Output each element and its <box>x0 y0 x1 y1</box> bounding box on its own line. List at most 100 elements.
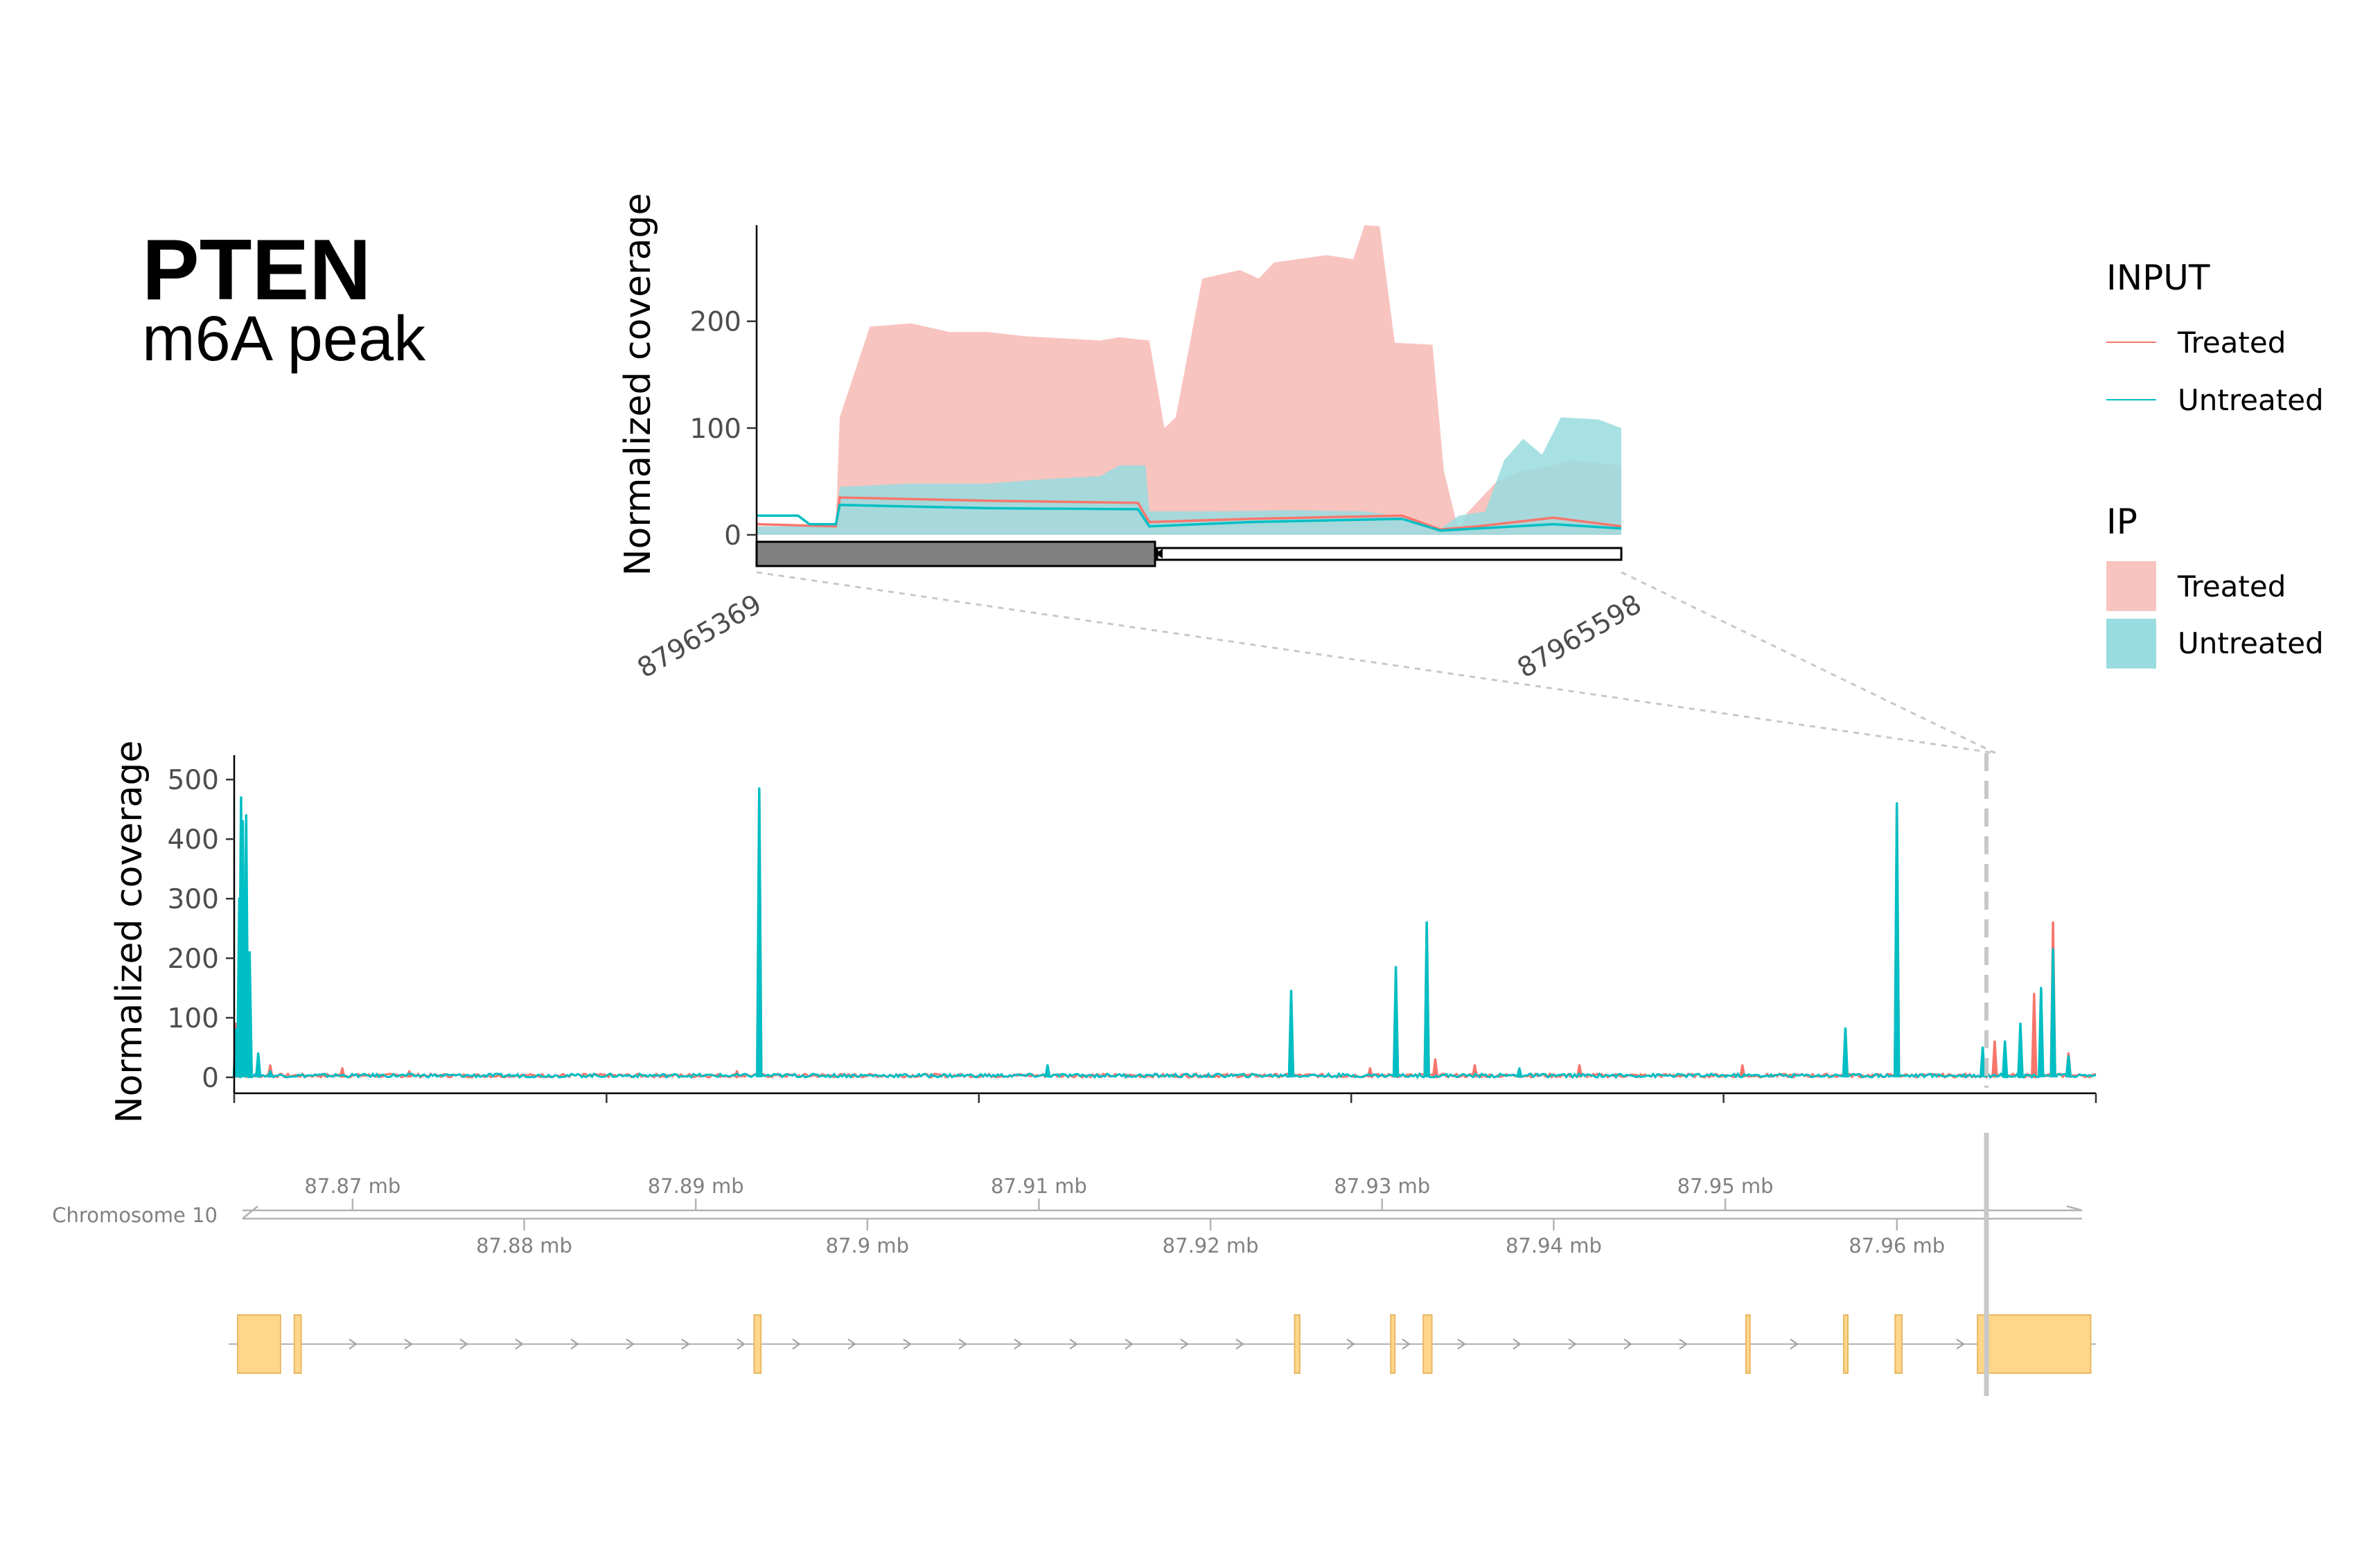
overview-y-ticks: 0 100 200 300 400 500 <box>168 765 234 1094</box>
gene-exons <box>237 1314 2092 1374</box>
overview-peak-untreated <box>1979 1046 1986 1078</box>
legend-input-treated-label: Treated <box>2177 326 2286 360</box>
zoom-connector-left <box>756 571 1996 754</box>
zoom-x-tick-end: 87965598 <box>1513 589 1647 685</box>
gene-exon <box>1294 1314 1301 1374</box>
overview-peak-treated <box>1991 1040 1998 1078</box>
genome-axis-track: Chromosome 10 87.87 mb 87.89 mb 87.91 mb 87… <box>52 1174 2083 1257</box>
genome-tick-label-top: 87.93 mb <box>1334 1174 1430 1198</box>
zoom-input-line-treated <box>756 496 1622 531</box>
intron-arrow <box>404 1339 413 1350</box>
intron-arrow <box>515 1339 524 1350</box>
gene-model-track <box>229 1133 2096 1396</box>
zoom-input-lines <box>756 496 1622 532</box>
intron-arrow <box>1125 1339 1134 1350</box>
overview-peak-untreated <box>1516 1067 1523 1078</box>
legend-ip-untreated-swatch <box>2106 619 2156 669</box>
gene-exon <box>1745 1314 1751 1374</box>
intron-arrow <box>1513 1339 1522 1350</box>
intron-arrow <box>1235 1339 1244 1350</box>
zoom-y-tick-label: 0 <box>724 520 741 551</box>
legend-ip-title: IP <box>2106 502 2137 542</box>
genome-tick-label-bottom: 87.88 mb <box>476 1234 572 1257</box>
genome-tick-label-top: 87.87 mb <box>304 1174 400 1198</box>
legend-input-untreated-label: Untreated <box>2178 383 2324 417</box>
zoom-y-tick-label: 200 <box>690 307 741 338</box>
zoom-strand-arrow <box>1155 549 1163 558</box>
overview-peak-untreated <box>2050 948 2056 1078</box>
intron-arrow <box>1568 1339 1577 1350</box>
overview-peak-untreated <box>2038 987 2045 1078</box>
overview-y-tick-label: 200 <box>168 944 219 975</box>
overview-peak-untreated <box>1392 966 1400 1078</box>
zoom-ip-areas <box>757 225 1621 535</box>
legend-ip-treated-swatch <box>2106 561 2156 611</box>
overview-peak-treated <box>1431 1058 1439 1078</box>
legend: INPUT Treated Untreated IP Treated Untre… <box>2106 258 2324 669</box>
genome-tick-label-bottom: 87.96 mb <box>1849 1234 1945 1257</box>
overview-y-tick-label: 100 <box>168 1003 219 1034</box>
gene-exon <box>753 1314 762 1374</box>
intron-arrow <box>1956 1339 1965 1350</box>
intron-arrow <box>681 1339 690 1350</box>
genome-tick-label-top: 87.95 mb <box>1677 1174 1774 1198</box>
overview-peak-untreated <box>756 787 763 1078</box>
overview-peak-untreated <box>1044 1064 1051 1078</box>
intron-arrow <box>1014 1339 1023 1350</box>
intron-arrow <box>792 1339 801 1350</box>
zoom-utr-block <box>1156 547 1623 561</box>
overview-peak-untreated <box>2065 1055 2072 1078</box>
legend-ip-untreated-label: Untreated <box>2178 626 2324 660</box>
zoom-y-label: Normalized coverage <box>617 193 659 576</box>
zoom-y-ticks: 0 100 200 <box>690 307 757 551</box>
legend-ip-treated-label: Treated <box>2177 569 2286 603</box>
overview-peak-untreated <box>1893 802 1901 1078</box>
subtitle: m6A peak <box>142 303 426 374</box>
genome-axis-arrows <box>242 1205 2083 1219</box>
gene-exon <box>1390 1314 1396 1374</box>
gene-exon <box>293 1314 302 1374</box>
genome-tick-label-bottom: 87.92 mb <box>1163 1234 1259 1257</box>
chromosome-label: Chromosome 10 <box>52 1203 218 1227</box>
zoom-panel: 0 100 200 Normalized coverage 87965369 879… <box>617 193 1647 685</box>
intron-arrow <box>1623 1339 1632 1350</box>
genome-tick-label-top: 87.89 mb <box>648 1174 744 1198</box>
zoom-exon-block <box>755 540 1156 567</box>
overview-peak-untreated <box>246 951 254 1078</box>
overview-peak-untreated <box>243 814 250 1078</box>
intron-arrow <box>349 1339 358 1350</box>
gene-exon <box>1422 1314 1433 1374</box>
overview-peak-untreated <box>1423 921 1430 1078</box>
zoom-input-line-untreated <box>757 504 1622 532</box>
overview-baseline-untreated <box>233 1072 2097 1079</box>
intron-arrow <box>737 1339 746 1350</box>
intron-arrow <box>903 1339 912 1350</box>
overview-y-tick-label: 0 <box>202 1063 219 1094</box>
gene-exon <box>1894 1314 1903 1374</box>
genome-tick-label-bottom: 87.9 mb <box>826 1234 909 1257</box>
overview-y-tick-label: 500 <box>168 765 219 796</box>
zoom-x-tick-start: 87965369 <box>633 589 767 685</box>
genome-axis-ticks: 87.87 mb 87.89 mb 87.91 mb 87.93 mb 87.95 mb… <box>304 1174 1945 1257</box>
overview-peak-treated <box>2031 992 2038 1078</box>
zoom-ip-area-treated <box>757 225 1621 535</box>
zoom-y-tick-label: 100 <box>690 414 741 445</box>
genome-tick-label-top: 87.91 mb <box>991 1174 1087 1198</box>
gene-exon <box>1977 1314 2092 1374</box>
zoom-ip-area-untreated <box>757 417 1621 535</box>
overview-peak-untreated <box>2017 1022 2024 1078</box>
intron-strand-arrows <box>349 1339 1965 1350</box>
overview-peak-untreated <box>2001 1040 2009 1078</box>
intron-arrow <box>1679 1339 1688 1350</box>
gene-exon <box>1843 1314 1849 1374</box>
overview-panel: 0 100 200 300 400 500 Normalized coverage <box>109 741 2097 1123</box>
genome-tick-label-bottom: 87.94 mb <box>1506 1234 1602 1257</box>
intron-arrow <box>1790 1339 1799 1350</box>
intron-arrow <box>958 1339 967 1350</box>
overview-y-tick-label: 300 <box>168 884 219 915</box>
overview-coverage-lines <box>232 787 2097 1079</box>
intron-arrow <box>1180 1339 1189 1350</box>
gene-title: PTEN <box>142 222 371 318</box>
intron-arrow <box>847 1339 856 1350</box>
